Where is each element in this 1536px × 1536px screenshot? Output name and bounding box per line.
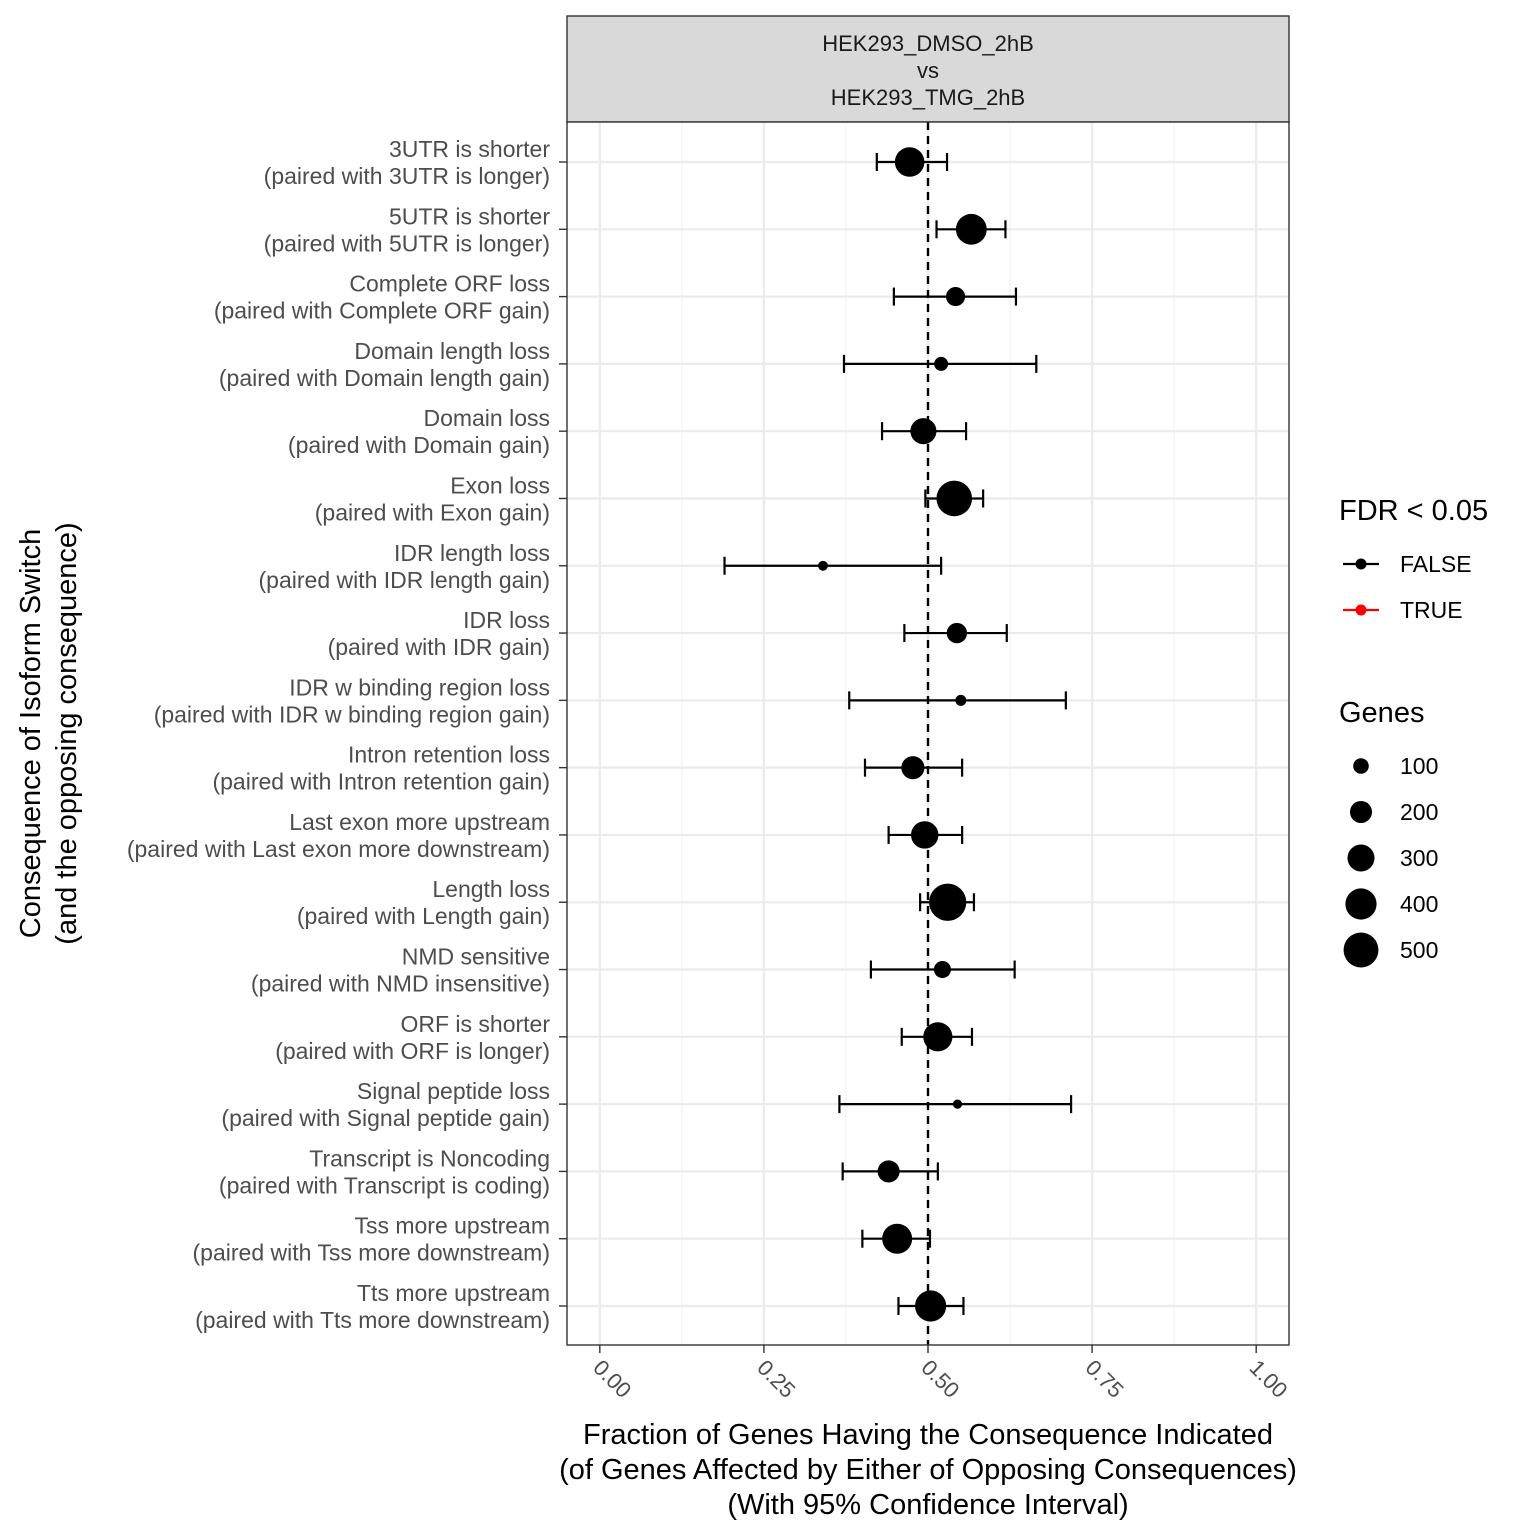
y-tick-label: 5UTR is shorter: [389, 203, 550, 229]
data-point: [877, 1160, 900, 1183]
legend-genes-key-point: [1343, 932, 1379, 968]
x-axis-title-line: (of Genes Affected by Either of Opposing…: [559, 1454, 1297, 1486]
x-axis-title-line: Fraction of Genes Having the Consequence…: [583, 1419, 1273, 1451]
legend-genes-key-point: [1347, 844, 1375, 872]
legend-fdr-key-point: [1355, 604, 1367, 616]
y-tick-label: Domain length loss: [354, 338, 550, 364]
axis-titles: Fraction of Genes Having the Consequence…: [15, 522, 1297, 1521]
legend-fdr-key-point: [1355, 558, 1367, 570]
y-tick-sublabel: (paired with IDR length gain): [259, 567, 550, 593]
y-tick-label: Signal peptide loss: [357, 1078, 550, 1104]
facet-title-line: HEK293_TMG_2hB: [831, 85, 1025, 110]
y-tick-sublabel: (paired with Complete ORF gain): [214, 298, 550, 324]
y-tick-sublabel: (paired with NMD insensitive): [251, 971, 550, 997]
y-axis-title-line: Consequence of Isoform Switch: [15, 529, 47, 938]
y-tick-sublabel: (paired with Domain gain): [288, 432, 550, 458]
data-point: [936, 480, 973, 517]
y-tick-label: Domain loss: [423, 405, 550, 431]
y-tick-sublabel: (paired with ORF is longer): [275, 1038, 550, 1064]
y-tick-sublabel: (paired with Last exon more downstream): [127, 836, 550, 862]
plot-panel: [566, 121, 1290, 1346]
y-tick-label: Length loss: [432, 876, 550, 902]
y-axis-title-line: (and the opposing consequence): [51, 522, 83, 944]
legend-genes-key-point: [1345, 888, 1377, 920]
y-tick-label: Tss more upstream: [354, 1213, 550, 1239]
y-tick-label: IDR w binding region loss: [289, 674, 550, 700]
y-tick-label: IDR length loss: [394, 540, 550, 566]
data-point: [929, 883, 967, 921]
legend-genes-label: 500: [1400, 937, 1438, 963]
legend-genes-key-point: [1353, 758, 1369, 774]
y-tick-sublabel: (paired with Transcript is coding): [219, 1172, 550, 1198]
data-point: [934, 356, 949, 371]
y-tick-sublabel: (paired with Length gain): [297, 903, 550, 929]
data-point: [901, 756, 925, 780]
legend-fdr-label: TRUE: [1400, 597, 1463, 623]
y-tick-label: ORF is shorter: [400, 1011, 550, 1037]
y-tick-sublabel: (paired with IDR w binding region gain): [154, 701, 550, 727]
facet-title-line: vs: [917, 58, 939, 83]
y-tick-sublabel: (paired with 5UTR is longer): [264, 230, 550, 256]
y-tick-label: Transcript is Noncoding: [309, 1145, 550, 1171]
legend-genes-label: 100: [1400, 753, 1438, 779]
data-point: [923, 1022, 953, 1052]
data-point: [955, 694, 967, 706]
y-tick-label: Complete ORF loss: [349, 271, 550, 297]
x-axis-title-line: (With 95% Confidence Interval): [727, 1489, 1128, 1521]
data-point: [910, 821, 939, 849]
legend: FDR < 0.05 FALSE TRUE Genes 100 200 300 400 500: [1339, 495, 1488, 968]
legend-fdr-label: FALSE: [1400, 551, 1472, 577]
data-point: [882, 1223, 913, 1254]
y-axis: 3UTR is shorter(paired with 3UTR is long…: [127, 136, 567, 1333]
y-tick-sublabel: (paired with Domain length gain): [219, 365, 550, 391]
data-point: [818, 560, 828, 571]
y-tick-sublabel: (paired with 3UTR is longer): [264, 163, 550, 189]
y-tick-label: Tts more upstream: [357, 1280, 550, 1306]
y-tick-sublabel: (paired with IDR gain): [328, 634, 550, 660]
legend-fdr-title: FDR < 0.05: [1339, 495, 1488, 527]
y-tick-label: IDR loss: [463, 607, 550, 633]
y-tick-sublabel: (paired with Tts more downstream): [195, 1307, 550, 1333]
legend-genes-label: 200: [1400, 799, 1438, 825]
y-tick-sublabel: (paired with Signal peptide gain): [221, 1105, 550, 1131]
data-point: [933, 960, 951, 979]
y-tick-label: Last exon more upstream: [289, 809, 550, 835]
data-point: [946, 622, 968, 644]
legend-genes-label: 300: [1400, 845, 1438, 871]
data-point: [910, 418, 937, 445]
data-point: [894, 147, 925, 177]
y-tick-sublabel: (paired with Tss more downstream): [193, 1240, 550, 1266]
y-tick-label: NMD sensitive: [402, 944, 550, 970]
data-point: [952, 1099, 963, 1109]
y-tick-sublabel: (paired with Intron retention gain): [212, 769, 550, 795]
legend-genes-label: 400: [1400, 891, 1438, 917]
y-tick-label: Exon loss: [450, 472, 550, 498]
facet-strip-box: [566, 15, 1290, 123]
facet-title-line: HEK293_DMSO_2hB: [822, 31, 1034, 56]
y-tick-label: 3UTR is shorter: [389, 136, 550, 162]
legend-genes-key-point: [1349, 800, 1373, 824]
y-tick-label: Intron retention loss: [348, 742, 550, 768]
data-point: [915, 1290, 947, 1322]
data-point: [946, 287, 966, 307]
y-tick-sublabel: (paired with Exon gain): [315, 499, 550, 525]
data-point: [955, 213, 987, 245]
legend-genes-title: Genes: [1339, 697, 1424, 729]
